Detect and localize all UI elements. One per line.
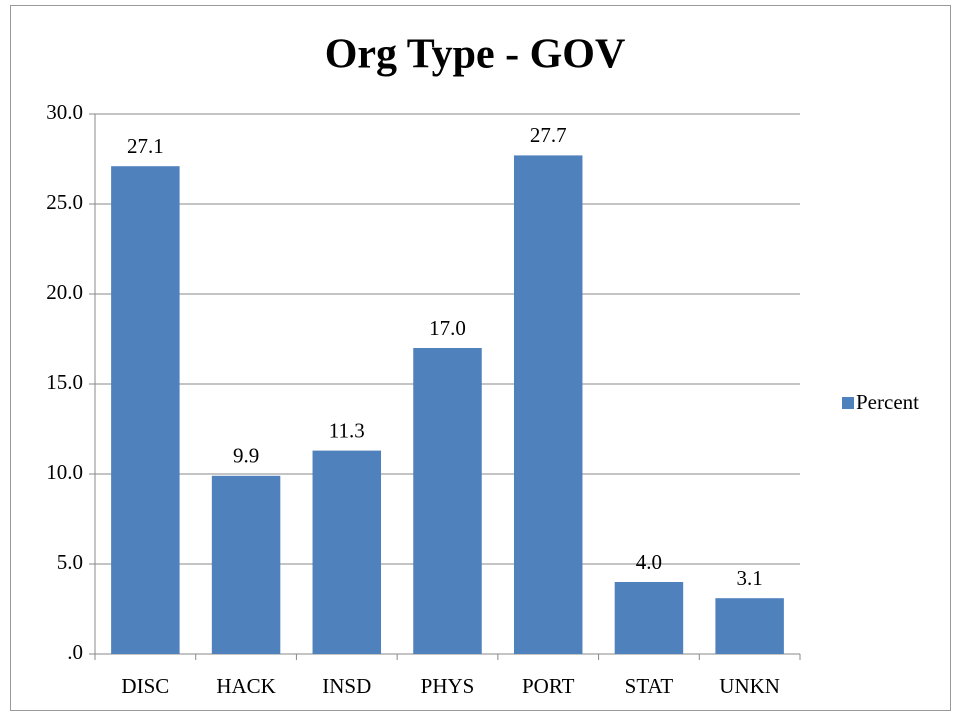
- data-label: 17.0: [429, 316, 466, 340]
- x-tick-label: DISC: [121, 674, 169, 698]
- data-label: 9.9: [233, 444, 259, 468]
- y-tick-label: .0: [67, 640, 83, 664]
- x-tick-label: INSD: [322, 674, 371, 698]
- bar: [211, 475, 281, 654]
- y-tick-label: 15.0: [46, 370, 83, 394]
- bar: [413, 348, 482, 654]
- data-label: 4.0: [636, 550, 662, 574]
- x-tick-label: PORT: [522, 674, 575, 698]
- bar: [111, 166, 180, 654]
- x-tick-label: UNKN: [719, 674, 780, 698]
- data-label: 27.7: [530, 123, 567, 147]
- x-tick-label: HACK: [216, 674, 276, 698]
- x-tick-label: STAT: [625, 674, 674, 698]
- bar: [513, 155, 583, 654]
- y-tick-label: 25.0: [46, 190, 83, 214]
- data-label: 27.1: [127, 134, 164, 158]
- bar: [614, 582, 684, 654]
- y-tick-label: 5.0: [57, 550, 83, 574]
- data-label: 11.3: [329, 418, 365, 442]
- y-tick-label: 20.0: [46, 280, 83, 304]
- data-label: 3.1: [737, 566, 763, 590]
- legend-label: Percent: [856, 390, 919, 414]
- y-tick-label: 10.0: [46, 460, 83, 484]
- chart-title: Org Type - GOV: [325, 32, 626, 78]
- x-tick-label: PHYS: [421, 674, 475, 698]
- bar: [715, 598, 784, 654]
- legend-swatch: [842, 397, 854, 409]
- y-tick-label: 30.0: [46, 100, 83, 124]
- bar: [312, 450, 382, 654]
